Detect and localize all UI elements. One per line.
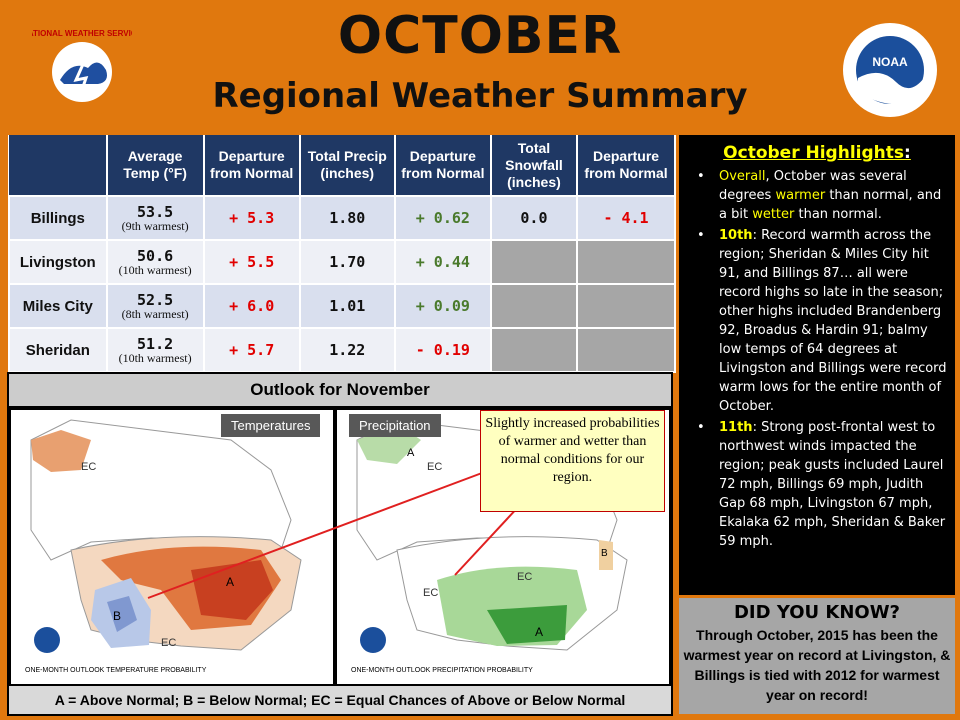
outlook-callout: Slightly increased probabilities of warm… [480,410,665,512]
highlight-text: , October was several degrees [719,169,907,203]
precipitation-label: Precipitation [349,414,441,437]
avg-temp-cell: 50.6 (10th warmest) [105,239,205,285]
highlight-text: than normal. [794,207,882,222]
highlight-item: 11th: Strong post-frontal west to northw… [697,418,949,551]
avg-temp-value: 53.5 [137,203,174,221]
temp-map-caption: ONE-MONTH OUTLOOK TEMPERATURE PROBABILIT… [25,667,207,674]
highlight-item: 10th: Record warmth across the region; S… [697,226,949,416]
highlights-title-text: October Highlights [723,143,905,163]
noaa-logo: NOAA [840,20,937,117]
highlight-overall: Overall [719,169,766,184]
header-precip-departure: Departure from Normal [394,135,492,196]
temp-departure: + 5.7 [202,327,301,373]
outlook-title: Outlook for November [9,374,671,408]
highlight-wetter: wetter [752,207,795,222]
city-name: Miles City [8,283,108,329]
precip-map-label: B [601,548,608,559]
warmest-rank: (10th warmest) [118,263,192,277]
warmest-rank: (8th warmest) [121,307,189,321]
temp-map-label: B [113,609,121,623]
summary-table: Average Temp (°F) Departure from Normal … [8,135,676,373]
highlights-list: Overall, October was several degrees war… [679,167,955,551]
avg-temp-value: 51.2 [137,335,174,353]
header-avg-temp: Average Temp (°F) [106,135,205,196]
temp-departure: + 5.5 [202,239,301,285]
did-you-know-panel: DID YOU KNOW? Through October, 2015 has … [679,598,955,714]
avg-temp-value: 50.6 [137,247,174,265]
page-subtitle: Regional Weather Summary [212,76,748,116]
precip-departure: + 0.09 [393,283,492,329]
city-name: Livingston [8,239,108,285]
header-blank [9,135,108,196]
city-name: Billings [8,195,108,241]
precip-departure: - 0.19 [393,327,492,373]
nws-logo-text: NATIONAL WEATHER SERVICE [32,29,132,38]
total-snowfall: 0.0 [489,195,579,241]
avg-temp-cell: 51.2 (10th warmest) [105,327,205,373]
snow-departure [576,283,676,329]
noaa-logo-text: NOAA [872,55,908,69]
highlight-date: 10th [719,228,753,243]
warmest-rank: (10th warmest) [118,351,192,365]
highlight-item: Overall, October was several degrees war… [697,167,949,224]
precip-map-label: EC [423,587,438,599]
header-temp-departure: Departure from Normal [203,135,301,196]
total-precip: 1.80 [298,195,396,241]
total-snowfall [489,239,579,285]
temperatures-label: Temperatures [221,414,321,437]
total-snowfall [489,283,579,329]
temp-departure: + 6.0 [202,283,301,329]
total-snowfall [489,327,579,373]
temp-map-label: EC [81,461,96,473]
avg-temp-cell: 52.5 (8th warmest) [105,283,205,329]
total-precip: 1.22 [298,327,396,373]
snow-departure [576,327,676,373]
highlights-title: October Highlights: [723,143,911,163]
header-total-snowfall: Total Snowfall (inches) [490,135,579,196]
highlights-panel: October Highlights: Overall, October was… [679,135,955,595]
snow-departure: - 4.1 [576,195,676,241]
highlight-text: than normal, and a bit [719,188,942,222]
precip-departure: + 0.62 [393,195,492,241]
noaa-map-logo-icon [34,627,60,653]
highlight-warmer: warmer [775,188,826,203]
precip-map-label: EC [427,461,442,473]
table-row: Miles City 52.5 (8th warmest) + 6.0 1.01 … [8,283,676,329]
header-total-precip: Total Precip (inches) [299,135,396,196]
nws-logo: NATIONAL WEATHER SERVICE [22,22,143,118]
temp-departure: + 5.3 [202,195,301,241]
table-row: Billings 53.5 (9th warmest) + 5.3 1.80 + … [8,195,676,241]
temp-map-label: A [226,575,234,589]
arrow-to-temp-map [147,469,491,599]
highlight-text: : Record warmth across the region; Sheri… [719,228,947,414]
total-precip: 1.01 [298,283,396,329]
total-precip: 1.70 [298,239,396,285]
warmest-rank: (9th warmest) [121,219,189,233]
did-you-know-title: DID YOU KNOW? [733,602,901,623]
header-snow-departure: Departure from Normal [577,135,676,196]
arrow-to-precip-map [454,504,521,576]
did-you-know-text: Through October, 2015 has been the warme… [683,627,951,703]
snow-departure [576,239,676,285]
precip-map-label: A [407,447,415,459]
precip-map-label: EC [517,571,532,583]
precip-map-label: A [535,625,543,639]
city-name: Sheridan [8,327,108,373]
outlook-legend: A = Above Normal; B = Below Normal; EC =… [9,684,671,714]
precip-map-caption: ONE-MONTH OUTLOOK PRECIPITATION PROBABIL… [351,667,533,674]
noaa-map-logo-icon [360,627,386,653]
table-row: Sheridan 51.2 (10th warmest) + 5.7 1.22 -… [8,327,676,373]
precip-departure: + 0.44 [393,239,492,285]
table-row: Livingston 50.6 (10th warmest) + 5.5 1.70… [8,239,676,285]
highlight-date: 11th [719,420,753,435]
temperature-outlook-map: EC A B EC ONE-MONTH OUTLOOK TEMPERATURE … [9,408,335,688]
table-header-row: Average Temp (°F) Departure from Normal … [9,135,676,196]
highlight-text: : Strong post-frontal west to northwest … [719,420,946,549]
page-title: OCTOBER [337,6,623,66]
temp-map-label: EC [161,637,176,649]
avg-temp-cell: 53.5 (9th warmest) [105,195,205,241]
avg-temp-value: 52.5 [137,291,174,309]
